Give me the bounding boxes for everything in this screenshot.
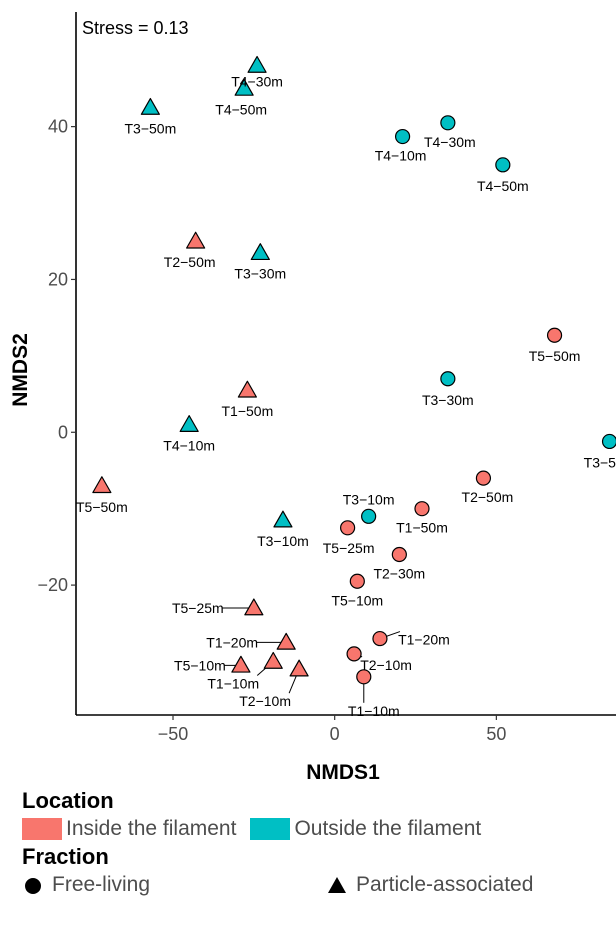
legend-location-title: Location (22, 788, 114, 813)
point-label: T2−50m (164, 254, 216, 270)
point-label: T1−10m (348, 703, 400, 719)
free-living-point (372, 630, 388, 647)
y-tick-label: −20 (37, 575, 68, 595)
point-label: T1−10m (207, 676, 259, 692)
free-living-point (394, 128, 411, 145)
free-living-point (391, 546, 407, 563)
point-label: T1−20m (206, 634, 258, 650)
free-living-point (440, 371, 456, 387)
point-label: T2−10m (239, 693, 291, 709)
particle-associated-point (244, 598, 264, 616)
particle-associated-point (250, 243, 270, 261)
x-tick-label: 50 (486, 724, 506, 744)
legend-location-row: Inside the filament Outside the filament (22, 815, 616, 843)
legend-item-inside: Inside the filament (22, 817, 236, 841)
particle-associated-point (289, 659, 309, 677)
particle-associated-point (237, 380, 257, 398)
circle-icon (25, 878, 41, 894)
particle-associated-point (263, 651, 283, 669)
free-living-point (601, 433, 616, 450)
free-living-point (546, 327, 563, 343)
free-living-point (346, 646, 362, 662)
y-axis-ticks: −20 0 20 40 (37, 117, 76, 595)
particle-associated-point (186, 231, 206, 249)
legend-item-outside: Outside the filament (250, 817, 481, 841)
point-label: T1−50m (222, 403, 274, 419)
x-tick-label: −50 (158, 724, 189, 744)
point-label: T3−50m (584, 454, 616, 470)
point-label: T4−50m (215, 101, 267, 117)
point-label: T3−10m (257, 533, 309, 549)
x-axis-ticks: −50 0 50 (158, 715, 506, 744)
point-label: T2−10m (360, 657, 412, 673)
triangle-icon (328, 877, 346, 893)
legend-label-inside: Inside the filament (66, 817, 237, 840)
particle-associated-point (92, 476, 112, 494)
legend-item-particle-associated: Particle-associated (326, 873, 533, 897)
point-label: T5−25m (172, 600, 224, 616)
point-label: T4−30m (424, 134, 476, 150)
legend-label-free-living: Free-living (52, 873, 151, 896)
point-label: T3−10m (343, 491, 395, 507)
data-points (92, 55, 616, 685)
point-labels: T4−30mT4−50mT3−50mT4−30mT4−10mT4−50mT2−5… (76, 73, 616, 718)
legend-label-particle-associated: Particle-associated (356, 873, 534, 896)
point-label: T5−50m (76, 499, 128, 515)
x-tick-label: 0 (330, 724, 340, 744)
x-axis-title: NMDS1 (306, 761, 380, 784)
point-label: T2−50m (462, 489, 514, 505)
point-label: T5−50m (529, 348, 581, 364)
nmds-plot: −20 0 20 40 −50 0 50 T4−30m T4−50m T3−50m T4−30m… (9, 12, 616, 784)
y-tick-label: 20 (48, 269, 68, 289)
point-label: T4−10m (163, 438, 215, 454)
point-label: T4−10m (375, 148, 427, 164)
legend-label-outside: Outside the filament (294, 817, 482, 840)
axes (75, 12, 616, 716)
particle-associated-point (179, 415, 199, 432)
particle-associated-point (273, 510, 293, 528)
point-label: T3−30m (234, 266, 286, 282)
point-label: T2−30m (373, 566, 425, 582)
free-living-point (414, 501, 430, 517)
particle-associated-point (234, 78, 254, 96)
point-label: T1−50m (396, 520, 448, 536)
point-label: T3−50m (124, 121, 176, 137)
particle-associated-point (231, 655, 251, 673)
point-label: T5−25m (323, 540, 375, 556)
point-label: T5−10m (331, 592, 383, 608)
particle-associated-point (276, 632, 296, 650)
particle-associated-point (140, 97, 160, 115)
point-label: T3−30m (422, 392, 474, 408)
point-label: T5−10m (174, 657, 226, 673)
inside-swatch (22, 818, 62, 840)
y-tick-label: 0 (58, 422, 68, 442)
legend-fraction-title: Fraction (22, 844, 109, 869)
free-living-point (340, 520, 356, 536)
free-living-point (440, 115, 456, 131)
free-living-point (495, 157, 511, 173)
free-living-point (361, 508, 377, 524)
outside-swatch (250, 818, 291, 840)
point-label: T4−30m (231, 73, 283, 89)
legend-item-free-living: Free-living (22, 873, 150, 897)
point-label: T1−20m (398, 632, 450, 648)
free-living-point (356, 669, 372, 685)
free-living-point (349, 573, 365, 589)
free-living-point (475, 470, 492, 486)
y-tick-label: 40 (48, 117, 68, 137)
legend: Location Inside the filament Outside the… (22, 787, 616, 899)
legend-fraction-row: Free-living Particle-associated (22, 871, 616, 899)
particle-associated-point (247, 55, 267, 73)
point-label: T4−50m (477, 178, 529, 194)
y-axis-title: NMDS2 (9, 333, 32, 407)
stress-annotation: Stress = 0.13 (82, 18, 189, 38)
